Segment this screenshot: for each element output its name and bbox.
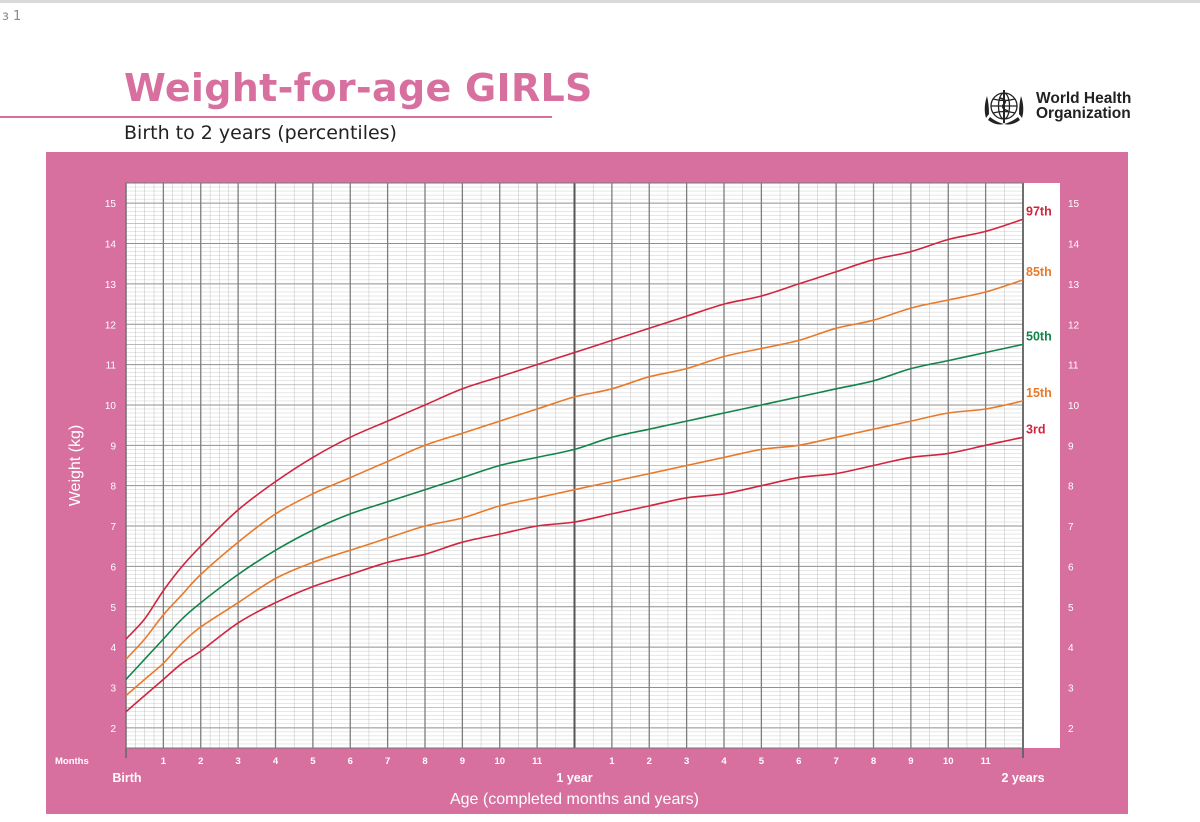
percentile-curve-97th (125, 218, 1024, 640)
x-month-tick-label: 8 (422, 756, 427, 767)
percentile-label-15th: 15th (1026, 386, 1052, 400)
x-month-tick-label: 4 (721, 756, 727, 767)
chart-subtitle: Birth to 2 years (percentiles) (124, 122, 397, 144)
x-month-tick-label: 10 (494, 756, 505, 767)
plot-border (125, 182, 1024, 749)
y-tick-label-left: 13 (105, 280, 117, 291)
y-tick-label-left: 2 (110, 724, 116, 735)
x-month-tick-label: 8 (871, 756, 876, 767)
x-month-tick-label: 2 (198, 756, 203, 767)
x-month-tick-label: 11 (981, 756, 992, 767)
y-tick-label-left: 7 (110, 522, 116, 533)
x-month-tick-label: 3 (235, 756, 240, 767)
who-name: World Health Organization (1036, 90, 1132, 122)
percentile-label-97th: 97th (1026, 204, 1052, 218)
x-month-tick-label: 1 (609, 756, 615, 767)
y-tick-label-left: 10 (105, 401, 117, 412)
y-tick-label-right: 14 (1068, 240, 1080, 251)
x-year-tick-label: 2 years (1001, 771, 1044, 785)
y-tick-label-right: 13 (1068, 280, 1080, 291)
y-tick-label-right: 2 (1068, 724, 1074, 735)
y-tick-label-right: 7 (1068, 522, 1074, 533)
y-tick-label-left: 9 (110, 441, 116, 452)
y-tick-label-left: 4 (110, 643, 116, 654)
percentile-label-50th: 50th (1026, 329, 1052, 343)
who-name-line1: World Health (1036, 90, 1132, 107)
percentile-label-column (1024, 183, 1060, 748)
x-month-tick-label: 3 (684, 756, 689, 767)
y-tick-label-right: 9 (1068, 441, 1074, 452)
who-logo-block: World Health Organization (980, 84, 1140, 130)
x-month-tick-label: 2 (647, 756, 652, 767)
y-tick-label-left: 12 (105, 320, 117, 331)
x-year-tick-label: Birth (112, 771, 141, 785)
x-month-tick-label: 6 (796, 756, 801, 767)
y-tick-label-right: 11 (1068, 361, 1079, 372)
y-tick-label-right: 5 (1068, 603, 1074, 614)
x-month-tick-label: 11 (532, 756, 543, 767)
y-tick-label-right: 12 (1068, 320, 1080, 331)
percentile-curve-85th (125, 279, 1024, 660)
y-axis-label: Weight (kg) (67, 425, 84, 507)
who-name-line2: Organization (1036, 105, 1131, 122)
x-month-tick-label: 4 (273, 756, 279, 767)
x-month-tick-label: 9 (908, 756, 913, 767)
percentile-curve-15th (125, 400, 1024, 697)
x-month-tick-label: 5 (759, 756, 765, 767)
percentile-curve-50th (125, 343, 1024, 680)
title-underline (0, 116, 552, 118)
y-tick-label-right: 15 (1068, 199, 1080, 210)
x-month-tick-label: 7 (385, 756, 390, 767)
y-tick-label-right: 6 (1068, 562, 1074, 573)
chart-title: Weight-for-age GIRLS (124, 66, 593, 110)
x-month-tick-label: 1 (161, 756, 167, 767)
percentile-curve-3rd (125, 436, 1024, 713)
y-tick-label-right: 8 (1068, 482, 1074, 493)
x-month-tick-label: 7 (833, 756, 838, 767)
y-tick-label-left: 6 (110, 562, 116, 573)
x-year-tick-label: 1 year (556, 771, 592, 785)
y-tick-label-left: 15 (105, 199, 117, 210)
y-tick-label-right: 4 (1068, 643, 1074, 654)
y-tick-label-left: 11 (106, 361, 117, 372)
percentile-label-85th: 85th (1026, 265, 1052, 279)
page-marker: з 1 (2, 9, 22, 24)
months-row-label: Months (55, 756, 89, 767)
x-month-tick-label: 6 (348, 756, 353, 767)
x-month-tick-label: 5 (310, 756, 316, 767)
x-month-tick-label: 9 (460, 756, 465, 767)
who-emblem-icon (984, 90, 1024, 125)
y-tick-label-left: 3 (110, 683, 116, 694)
y-tick-label-left: 8 (110, 482, 116, 493)
x-month-tick-label: 10 (943, 756, 954, 767)
y-tick-label-right: 3 (1068, 683, 1074, 694)
y-tick-label-left: 5 (110, 603, 116, 614)
percentile-label-3rd: 3rd (1026, 422, 1045, 436)
y-tick-label-left: 14 (105, 240, 117, 251)
x-axis-label: Age (completed months and years) (450, 791, 699, 808)
window-top-border (0, 0, 1200, 3)
y-tick-label-right: 10 (1068, 401, 1080, 412)
